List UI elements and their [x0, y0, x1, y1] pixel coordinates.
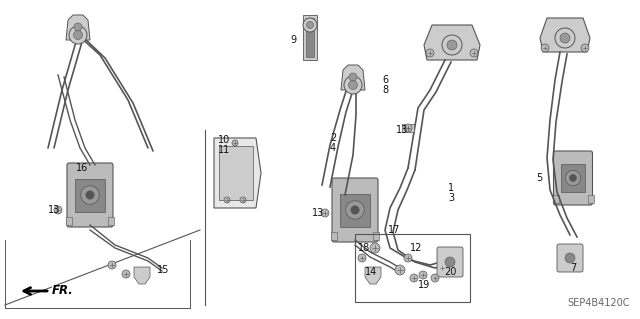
Bar	[340, 194, 370, 226]
Bar	[66, 217, 72, 225]
Circle shape	[560, 33, 570, 43]
Bar	[355, 234, 470, 302]
Text: 11: 11	[218, 145, 230, 155]
Polygon shape	[66, 15, 90, 40]
Text: 20: 20	[444, 267, 456, 277]
Text: 4: 4	[330, 143, 336, 153]
Text: FR.: FR.	[52, 285, 74, 298]
Text: 16: 16	[76, 163, 88, 173]
Circle shape	[108, 261, 116, 269]
Circle shape	[303, 18, 317, 32]
Circle shape	[565, 253, 575, 263]
Bar	[108, 217, 114, 225]
Polygon shape	[341, 65, 365, 90]
Circle shape	[69, 26, 87, 44]
Text: SEP4B4120C: SEP4B4120C	[568, 298, 630, 308]
Bar	[76, 179, 105, 211]
Circle shape	[565, 170, 580, 186]
Text: 1: 1	[448, 183, 454, 193]
Text: 14: 14	[365, 267, 377, 277]
Bar	[402, 124, 414, 132]
Polygon shape	[540, 18, 590, 52]
Circle shape	[555, 28, 575, 48]
Circle shape	[224, 197, 230, 203]
Circle shape	[581, 44, 589, 52]
Text: 10: 10	[218, 135, 230, 145]
Circle shape	[438, 264, 446, 272]
Circle shape	[470, 49, 478, 57]
Text: 9: 9	[290, 35, 296, 45]
Circle shape	[346, 201, 364, 219]
Polygon shape	[134, 267, 150, 284]
Circle shape	[74, 23, 82, 31]
FancyBboxPatch shape	[67, 163, 113, 227]
Bar	[331, 232, 337, 240]
Text: 5: 5	[536, 173, 542, 183]
Circle shape	[447, 40, 457, 50]
Circle shape	[349, 73, 357, 81]
Circle shape	[307, 21, 314, 28]
Circle shape	[410, 274, 418, 282]
Circle shape	[395, 265, 405, 275]
Circle shape	[426, 49, 434, 57]
Circle shape	[54, 206, 62, 214]
Circle shape	[321, 209, 329, 217]
Circle shape	[351, 206, 359, 214]
Circle shape	[541, 44, 549, 52]
Bar	[552, 195, 559, 203]
Circle shape	[404, 254, 412, 262]
Polygon shape	[214, 138, 261, 208]
Bar	[373, 232, 379, 240]
Bar	[303, 15, 317, 60]
Text: 6: 6	[382, 75, 388, 85]
Circle shape	[405, 125, 411, 131]
Circle shape	[404, 124, 412, 132]
Text: 13: 13	[312, 208, 324, 218]
Text: 3: 3	[448, 193, 454, 203]
Circle shape	[81, 186, 99, 204]
FancyBboxPatch shape	[332, 178, 378, 242]
Circle shape	[358, 254, 366, 262]
Circle shape	[442, 35, 462, 55]
Circle shape	[232, 140, 238, 146]
Bar	[306, 18, 314, 57]
Bar	[219, 146, 253, 200]
FancyBboxPatch shape	[554, 151, 593, 205]
Text: 13: 13	[48, 205, 60, 215]
Circle shape	[570, 174, 577, 182]
Circle shape	[431, 274, 439, 282]
Polygon shape	[365, 267, 381, 284]
Bar	[561, 164, 585, 192]
Circle shape	[419, 271, 427, 279]
FancyBboxPatch shape	[437, 247, 463, 277]
Text: 8: 8	[382, 85, 388, 95]
Text: 17: 17	[388, 225, 401, 235]
Text: 18: 18	[358, 243, 371, 253]
Circle shape	[240, 197, 246, 203]
Circle shape	[74, 31, 83, 40]
Text: 13: 13	[396, 125, 408, 135]
Text: 15: 15	[157, 265, 170, 275]
Circle shape	[86, 191, 94, 199]
Circle shape	[349, 80, 358, 90]
Circle shape	[122, 270, 130, 278]
Text: 7: 7	[570, 263, 576, 273]
Text: 12: 12	[410, 243, 422, 253]
Bar	[588, 195, 593, 203]
FancyBboxPatch shape	[557, 244, 583, 272]
Text: 19: 19	[418, 280, 430, 290]
Polygon shape	[424, 25, 480, 60]
Circle shape	[344, 76, 362, 94]
Text: 2: 2	[330, 133, 336, 143]
Circle shape	[370, 243, 380, 253]
Circle shape	[445, 257, 455, 267]
